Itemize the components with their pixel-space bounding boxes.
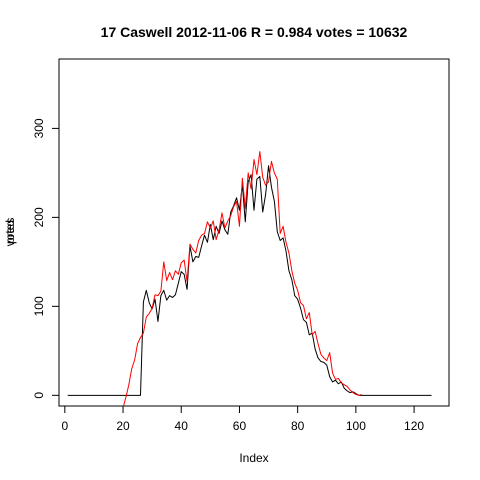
series-line-votes (67, 165, 432, 396)
y-tick-label: 0 (32, 392, 46, 399)
series-layer (67, 151, 432, 406)
x-tick-label: 60 (233, 419, 247, 433)
x-axis-label: Index (239, 451, 268, 465)
y-tick-label: 200 (32, 207, 46, 227)
series-line-pred (122, 151, 362, 406)
x-tick-label: 40 (175, 419, 189, 433)
x-tick-label: 80 (291, 419, 305, 433)
y-tick-label: 100 (32, 296, 46, 316)
plot-frame (58, 58, 450, 407)
x-tick-label: 20 (116, 419, 130, 433)
x-axis: 0 20 40 60 80 100 120 (61, 405, 424, 433)
x-tick-label: 100 (346, 419, 366, 433)
y-tick-label: 300 (32, 118, 46, 138)
chart-title: 17 Caswell 2012-11-06 R = 0.984 votes = … (101, 24, 408, 40)
y-axis: 0 100 200 300 (32, 118, 60, 399)
x-tick-label: 120 (404, 419, 424, 433)
y-axis-label-votes: votes (3, 218, 17, 247)
x-tick-label: 0 (61, 419, 68, 433)
y-axis-label-pred: pred (3, 220, 17, 244)
